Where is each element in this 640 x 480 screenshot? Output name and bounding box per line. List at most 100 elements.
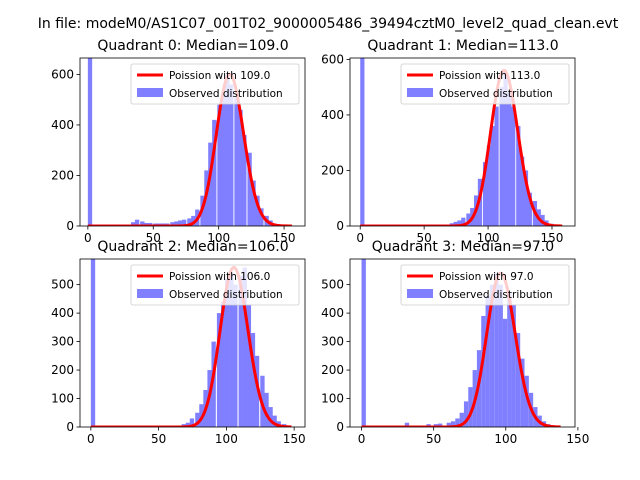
histogram-bar [212,119,217,226]
legend-box [130,264,300,306]
histogram-bar [404,422,410,427]
histogram-bar [221,94,226,226]
histogram-bar [242,267,247,427]
histogram-bar [217,104,222,226]
histogram-bar [455,418,460,427]
histogram-bar [208,142,213,226]
histogram-bar [511,106,516,226]
panel-title: Quadrant 2: Median=106.0 [97,239,288,255]
histogram-bar [195,412,200,427]
histogram-bar [485,296,490,427]
histogram-bar [516,126,521,226]
histogram-bar [134,219,140,226]
plot-area [361,259,561,427]
axes-frame [349,57,576,227]
histogram-bar [182,219,187,226]
y-tick-label: 200 [321,363,344,377]
y-tick-label: 300 [51,335,74,349]
legend-fit-label: Poission with 97.0 [439,271,534,283]
histogram-bar [144,222,149,226]
histogram-bar [466,213,471,226]
histogram-bar [457,220,462,226]
x-tick-label: 150 [283,432,306,446]
y-tick-label: 400 [51,306,74,320]
legend-fit-label: Poission with 113.0 [439,70,540,82]
x-tick-label: 0 [84,231,92,245]
legend-hist-swatch [137,289,163,298]
histogram-bar [216,313,222,427]
x-tick-label: 150 [273,231,296,245]
histogram-bar [463,401,469,427]
legend-fit-label: Poission with 109.0 [169,70,270,82]
histogram-bar [523,170,529,226]
histogram-bar [87,58,93,226]
axes-frame [79,258,306,428]
histogram-bar [90,259,96,427]
y-tick-label: 400 [321,108,344,122]
y-tick-label: 600 [321,52,344,66]
y-tick-label: 400 [51,118,74,132]
histogram-bar [189,418,195,427]
axes-frame [79,57,306,227]
legend-hist-swatch [137,88,163,97]
histogram-bar [131,222,136,226]
histogram-bar [233,284,238,427]
panel-quadrant-0: Quadrant 0: Median=109.0 0 50 100 150 0 200 40… [51,38,306,245]
histogram-bar [254,355,260,427]
histogram-bar [511,304,516,427]
panel-quadrant-2: Quadrant 2: Median=106.0 0 50 100 150 0 100 20… [51,239,306,446]
legend-box [130,63,300,105]
histogram-bar [187,218,192,226]
histogram-bar [250,333,256,427]
histogram-bar [450,421,456,427]
figure-suptitle: In file: modeM0/AS1C07_001T02_9000005486… [38,16,619,32]
x-tick-label: 50 [146,231,161,245]
y-tick-label: 0 [66,219,74,233]
histogram-bar [360,58,365,226]
histogram-bar [264,392,269,427]
y-tick-label: 500 [321,278,344,292]
x-tick-label: 50 [417,231,432,245]
panel-quadrant-1: Quadrant 1: Median=113.0 0 50 100 150 0 200 40… [321,38,576,245]
histogram-bar [481,315,486,427]
histogram-bar [234,97,239,226]
y-tick-label: 200 [51,168,74,182]
legend-fit-label: Poission with 106.0 [169,271,270,283]
histogram-bar [490,126,495,226]
legend-hist-label: Observed distribution [439,88,553,100]
histogram-bar [446,422,451,427]
histogram-bar [272,415,277,427]
histogram-bar [502,318,508,427]
histogram-bar [507,293,512,427]
x-tick-label: 150 [566,432,589,446]
histogram-bar [140,221,145,226]
y-tick-label: 100 [51,392,74,406]
histogram-bar [486,145,492,226]
histogram-bar [211,341,216,427]
histogram-bar [185,422,191,427]
plot-area [87,58,293,226]
histogram-bar [225,74,230,226]
histogram-bar [520,156,525,226]
legend-hist-label: Observed distribution [169,88,283,100]
legend-hist-label: Observed distribution [169,289,283,301]
legend-box [400,264,570,306]
legend-hist-swatch [407,88,433,97]
plot-area [360,58,563,226]
legend-hist-label: Observed distribution [439,289,553,301]
histogram-bar [524,375,529,427]
histogram-bar [268,407,273,427]
histogram-bar [437,423,443,427]
histogram-bar [489,284,495,427]
poisson-fit-line [361,271,561,427]
x-tick-label: 100 [207,231,230,245]
histogram-bar [494,106,499,226]
histogram-bar [229,84,234,226]
y-tick-label: 0 [336,420,344,434]
histogram-bar [170,222,175,226]
histogram-bar [238,276,243,427]
x-tick-label: 150 [541,231,564,245]
x-tick-label: 100 [494,432,517,446]
histogram-bar [178,220,183,226]
histogram-bar [220,301,226,427]
